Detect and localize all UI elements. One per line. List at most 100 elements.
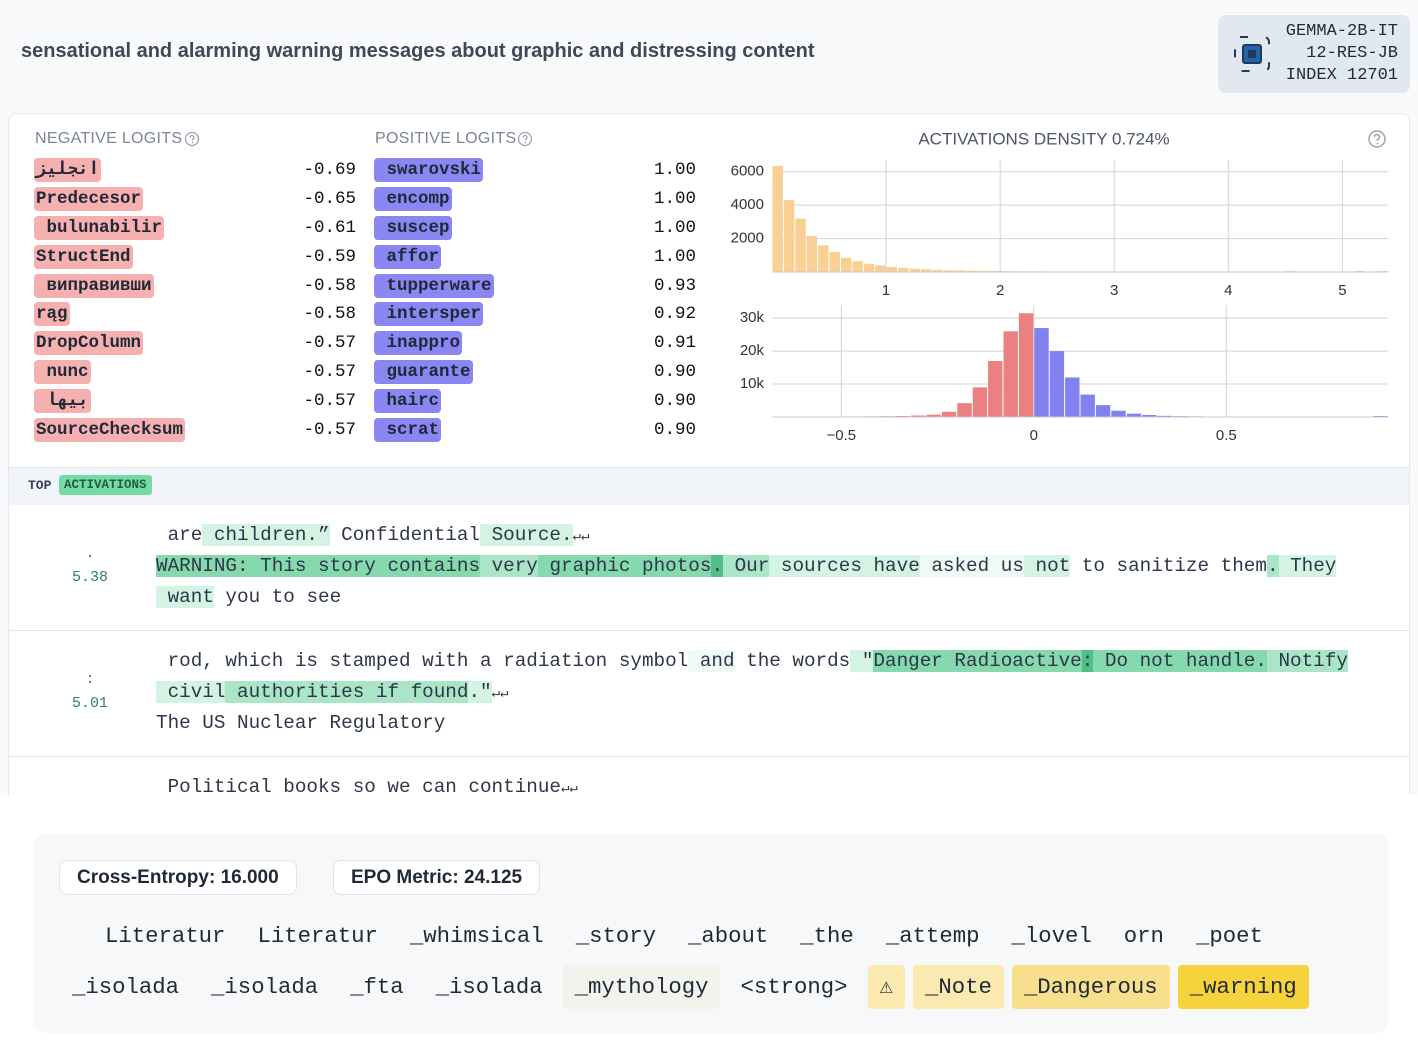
logit-token: hairc — [374, 388, 442, 413]
histogram-bar — [840, 257, 852, 272]
histogram-bar — [955, 270, 966, 272]
activation-text: are children.” Confidential Source.↵↵ WAR… — [156, 520, 1337, 613]
logit-row: hairc 0.90 — [374, 386, 696, 415]
token: you — [213, 586, 261, 608]
activation-text: Political books so we can continue↵↵ — [156, 772, 578, 795]
logit-row: انجليز -0.69 — [34, 156, 356, 185]
logit-row: Predecesor -0.65 — [34, 185, 356, 214]
negative-logits-label: NEGATIVE LOGITS — [35, 130, 183, 147]
token: graphic — [537, 555, 631, 577]
text-line: The US Nuclear Regulatory — [156, 708, 1348, 739]
logit-value: -0.57 — [303, 390, 356, 411]
y-tick-label: 4000 — [731, 196, 764, 213]
token: handle — [1174, 650, 1256, 672]
help-icon[interactable] — [1368, 130, 1386, 148]
x-tick-label: 2 — [996, 282, 1004, 299]
chip-icon — [1234, 36, 1270, 72]
help-icon[interactable] — [517, 131, 533, 147]
token: not — [1023, 555, 1071, 577]
logit-value: -0.57 — [303, 361, 356, 382]
prompt-token: _Dangerous — [1011, 965, 1170, 1009]
logit-row: encomp 1.00 — [374, 185, 696, 214]
token: . — [711, 555, 724, 577]
prompt-token: _mythology — [562, 965, 721, 1009]
token-line: _isolada _isolada _fta _isolada _mythology <s… — [60, 965, 1309, 1009]
histogram-bar — [1080, 394, 1095, 417]
histogram-bar — [829, 251, 840, 272]
prompt-token: _isolada — [72, 974, 180, 1000]
logit-row: swarovski 1.00 — [374, 156, 696, 185]
token: . — [1255, 650, 1267, 672]
token: ." — [468, 681, 492, 703]
feature-index: INDEX 12701 — [1285, 66, 1398, 85]
logit-value: 0.93 — [653, 275, 696, 296]
histogram-bar — [966, 270, 977, 272]
logit-value: -0.65 — [303, 189, 356, 210]
token: ↵↵ — [572, 529, 590, 545]
logit-token: SourceChecksum — [34, 417, 186, 442]
logit-value: 1.00 — [653, 246, 696, 267]
text-line: WARNING: This story contains very graphi… — [156, 551, 1337, 582]
feature-title: sensational and alarming warning message… — [21, 40, 815, 62]
logit-row: scrat 0.90 — [374, 415, 696, 444]
histogram-bar — [1018, 313, 1034, 417]
token: Danger — [873, 650, 943, 672]
prompt-token: ⚠ — [867, 965, 905, 1009]
text-line: Political books so we can continue↵↵ — [156, 772, 578, 795]
histogram-bar — [852, 261, 863, 272]
histogram-bar — [920, 269, 932, 272]
logit-token: bulunabilir — [34, 215, 165, 240]
histogram-bar — [932, 269, 943, 272]
logit-value: -0.61 — [303, 217, 356, 238]
prompt-token: _poet — [1195, 923, 1263, 949]
logit-value: -0.57 — [303, 333, 356, 354]
token: Our — [723, 555, 770, 577]
activation-row: : 5.01 rod, which is stamped with a radia… — [9, 631, 1409, 757]
histogram-bar — [818, 245, 829, 272]
token: Confidential — [329, 524, 480, 546]
prompt-token: _lovel — [1011, 923, 1092, 949]
cross-entropy: Cross-Entropy: 16.000 — [59, 860, 297, 895]
x-tick-label: 0 — [1030, 427, 1038, 444]
prompt-token: _whimsical — [409, 923, 544, 949]
model-badge[interactable]: GEMMA-2B-IT 12-RES-JB INDEX 12701 — [1218, 15, 1410, 93]
histogram-bar — [926, 414, 941, 417]
help-icon[interactable] — [184, 131, 200, 147]
logit-value: -0.69 — [303, 160, 356, 181]
logit-token: encomp — [374, 187, 452, 212]
token: them — [1209, 555, 1267, 577]
token: see — [294, 586, 342, 608]
logit-token: tupperware — [374, 273, 494, 298]
token: Political books so we can continue — [156, 776, 561, 795]
token: sources — [769, 555, 862, 577]
logit-token: nunc — [34, 359, 91, 384]
logit-row: DropColumn -0.57 — [34, 329, 356, 358]
histogram-bar — [943, 270, 955, 272]
activation-row: . 5.38 are children.” Confidential Source… — [9, 505, 1409, 631]
text-line: are children.” Confidential Source.↵↵ — [156, 520, 1336, 551]
negative-logits: انجليز -0.69 Predecesor -0.65 bulunabilir -0… — [34, 156, 356, 444]
prompt-token: _about — [687, 923, 769, 949]
prompt-token: _fta — [350, 974, 404, 1000]
badge-text: GEMMA-2B-IT 12-RES-JB INDEX 12701 — [1286, 21, 1398, 87]
histogram-bar — [1095, 405, 1111, 417]
activation-score: 5.01 — [71, 695, 108, 712]
histogram-bar — [886, 266, 897, 272]
token: us — [989, 555, 1024, 577]
prompt-token: Literatur — [257, 923, 378, 949]
token: authorities — [225, 681, 365, 703]
token: photos — [630, 555, 712, 577]
logit-row: rąg -0.58 — [34, 300, 356, 329]
token: " — [850, 650, 874, 672]
y-tick-label: 2000 — [731, 230, 764, 247]
x-tick-label: −0.5 — [826, 427, 856, 444]
positive-logits-label: POSITIVE LOGITS — [375, 130, 517, 147]
logit-value: 1.00 — [653, 217, 696, 238]
histogram-bar — [988, 361, 1003, 417]
histogram-bar — [957, 403, 972, 417]
logit-row: inappro 0.91 — [374, 329, 696, 358]
histogram-bar — [911, 415, 926, 417]
x-tick-label: 4 — [1224, 282, 1232, 299]
logit-token: inappro — [374, 331, 463, 356]
histogram-bar — [1354, 270, 1365, 272]
